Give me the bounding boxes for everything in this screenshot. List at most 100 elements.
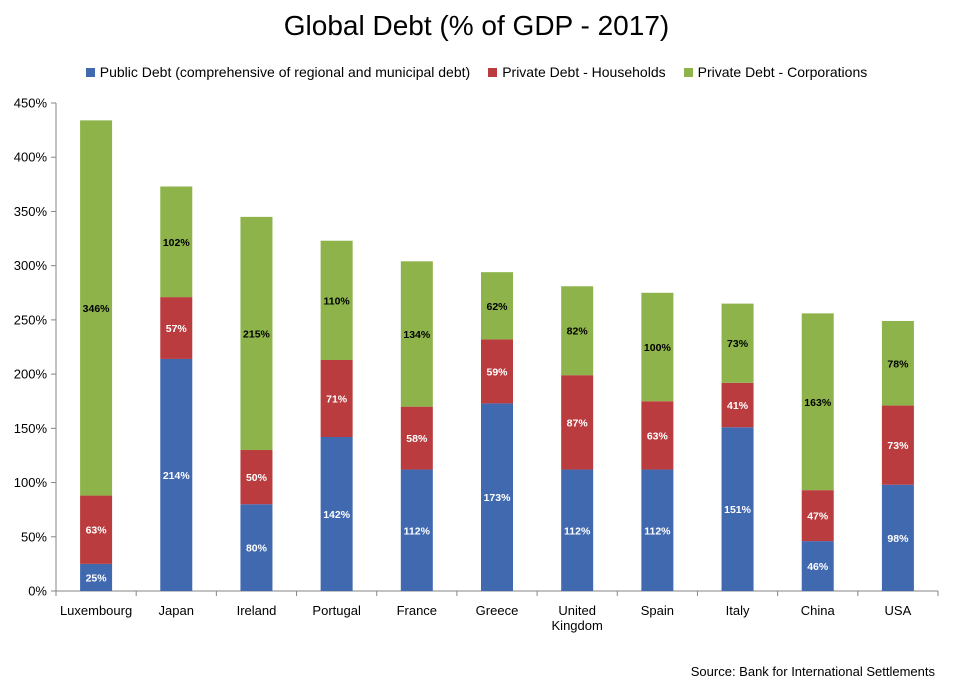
x-category-label: China: [801, 603, 836, 618]
data-label-corporations: 73%: [727, 338, 749, 350]
bar-segment-households: [641, 401, 674, 470]
data-label-public-debt: 112%: [564, 525, 591, 537]
data-label-households: 73%: [887, 440, 909, 452]
bar-segment-households: [80, 495, 113, 564]
bar-segment-corporations: [320, 240, 353, 361]
x-category-label: Spain: [641, 603, 674, 618]
bar-segment-corporations: [481, 272, 513, 340]
bar-segment-households: [881, 405, 914, 485]
source-note: Source: Bank for International Settlemen…: [690, 664, 935, 679]
data-label-public-debt: 25%: [86, 572, 108, 584]
data-label-public-debt: 46%: [807, 561, 829, 573]
data-label-public-debt: 112%: [644, 525, 671, 537]
data-label-public-debt: 142%: [323, 509, 351, 521]
data-label-households: 41%: [727, 400, 749, 412]
data-label-public-debt: 80%: [246, 543, 268, 555]
data-label-households: 59%: [486, 366, 508, 378]
bar-segment-households: [320, 360, 353, 438]
bar-segment-public-debt: [801, 541, 834, 591]
data-label-households: 57%: [166, 323, 188, 335]
bar-segment-households: [721, 382, 754, 428]
bar-segment-public-debt: [481, 403, 513, 591]
data-label-corporations: 100%: [644, 342, 672, 354]
data-label-corporations: 82%: [567, 326, 589, 338]
data-labels-group: 25% 63% 346% 214% 57% 102% 80% 50% 215% 142% 71% 11…: [83, 237, 909, 585]
bar-segment-public-debt: [561, 469, 594, 591]
data-label-households: 87%: [567, 417, 589, 429]
y-tick-label: 450%: [14, 96, 48, 111]
legend-label-public-debt: Public Debt (comprehensive of regional a…: [99, 64, 471, 80]
data-label-households: 63%: [86, 525, 108, 537]
legend-entry-public-debt: Public Debt (comprehensive of regional a…: [85, 64, 471, 80]
bar-segment-households: [160, 297, 193, 359]
data-label-corporations: 62%: [486, 301, 508, 313]
bar-segment-public-debt: [721, 427, 754, 591]
y-tick-label: 350%: [14, 204, 48, 219]
data-label-corporations: 163%: [804, 397, 832, 409]
legend-swatch-public-debt: [85, 67, 95, 77]
bar-segment-corporations: [561, 286, 594, 376]
legend-label-households: Private Debt - Households: [502, 64, 666, 80]
x-category-label: Italy: [726, 603, 750, 618]
bar-segment-public-debt: [400, 469, 433, 591]
bar-segment-households: [400, 406, 433, 470]
bar-segment-public-debt: [240, 504, 273, 591]
bar-segment-corporations: [801, 313, 834, 491]
y-tick-label: 200%: [14, 367, 48, 382]
data-label-households: 47%: [807, 511, 829, 523]
x-category-label: France: [397, 603, 437, 618]
bar-segment-public-debt: [80, 563, 113, 591]
bar-segment-corporations: [240, 216, 273, 451]
y-tick-label: 100%: [14, 475, 48, 490]
data-label-corporations: 78%: [887, 358, 909, 370]
y-tick-label: 50%: [21, 529, 47, 544]
legend-swatch-households: [488, 67, 498, 77]
data-label-corporations: 102%: [163, 237, 191, 249]
bar-segment-corporations: [641, 292, 674, 402]
data-label-public-debt: 173%: [484, 492, 512, 504]
x-category-label: Japan: [159, 603, 194, 618]
data-label-households: 63%: [647, 430, 669, 442]
data-label-corporations: 110%: [323, 295, 350, 307]
x-category-label: United Kingdom: [552, 603, 603, 633]
axes-group: 0% 50% 100% 150% 200% 250% 300% 350% 400% 450% Lux…: [14, 96, 939, 633]
data-label-corporations: 346%: [83, 303, 111, 315]
data-label-households: 71%: [326, 394, 348, 406]
x-category-label: Ireland: [237, 603, 277, 618]
bar-segment-households: [801, 490, 834, 542]
y-tick-label: 150%: [14, 421, 48, 436]
legend-entry-households: Private Debt - Households: [488, 64, 666, 80]
y-tick-label: 0%: [28, 584, 47, 599]
chart-legend: Public Debt (comprehensive of regional a…: [0, 64, 953, 80]
x-category-label: Luxembourg: [60, 603, 132, 618]
x-category-label: USA: [885, 603, 912, 618]
data-label-public-debt: 98%: [887, 533, 909, 545]
data-label-public-debt: 214%: [163, 470, 191, 482]
bar-segment-corporations: [721, 303, 754, 383]
data-label-corporations: 134%: [403, 329, 431, 341]
bar-segment-corporations: [400, 261, 433, 407]
x-category-label: Portugal: [312, 603, 361, 618]
bar-segment-public-debt: [881, 484, 914, 591]
data-label-public-debt: 151%: [724, 504, 752, 516]
bar-segment-public-debt: [320, 437, 353, 591]
y-tick-label: 300%: [14, 258, 48, 273]
chart-title: Global Debt (% of GDP - 2017): [283, 10, 670, 41]
bar-segment-households: [561, 375, 594, 470]
bar-segment-households: [481, 339, 513, 404]
legend-label-corporations: Private Debt - Corporations: [697, 64, 868, 80]
bar-segment-corporations: [881, 320, 914, 406]
data-label-households: 50%: [246, 472, 268, 484]
bar-segment-corporations: [80, 120, 113, 496]
data-label-public-debt: 112%: [404, 525, 431, 537]
data-label-corporations: 215%: [243, 328, 271, 340]
bars-group: [80, 120, 914, 591]
data-label-households: 58%: [406, 433, 428, 445]
y-tick-label: 400%: [14, 150, 48, 165]
legend-swatch-corporations: [683, 67, 693, 77]
bar-segment-public-debt: [160, 358, 193, 591]
bar-segment-households: [240, 450, 273, 505]
y-tick-label: 250%: [14, 312, 48, 327]
x-category-label: Greece: [476, 603, 519, 618]
